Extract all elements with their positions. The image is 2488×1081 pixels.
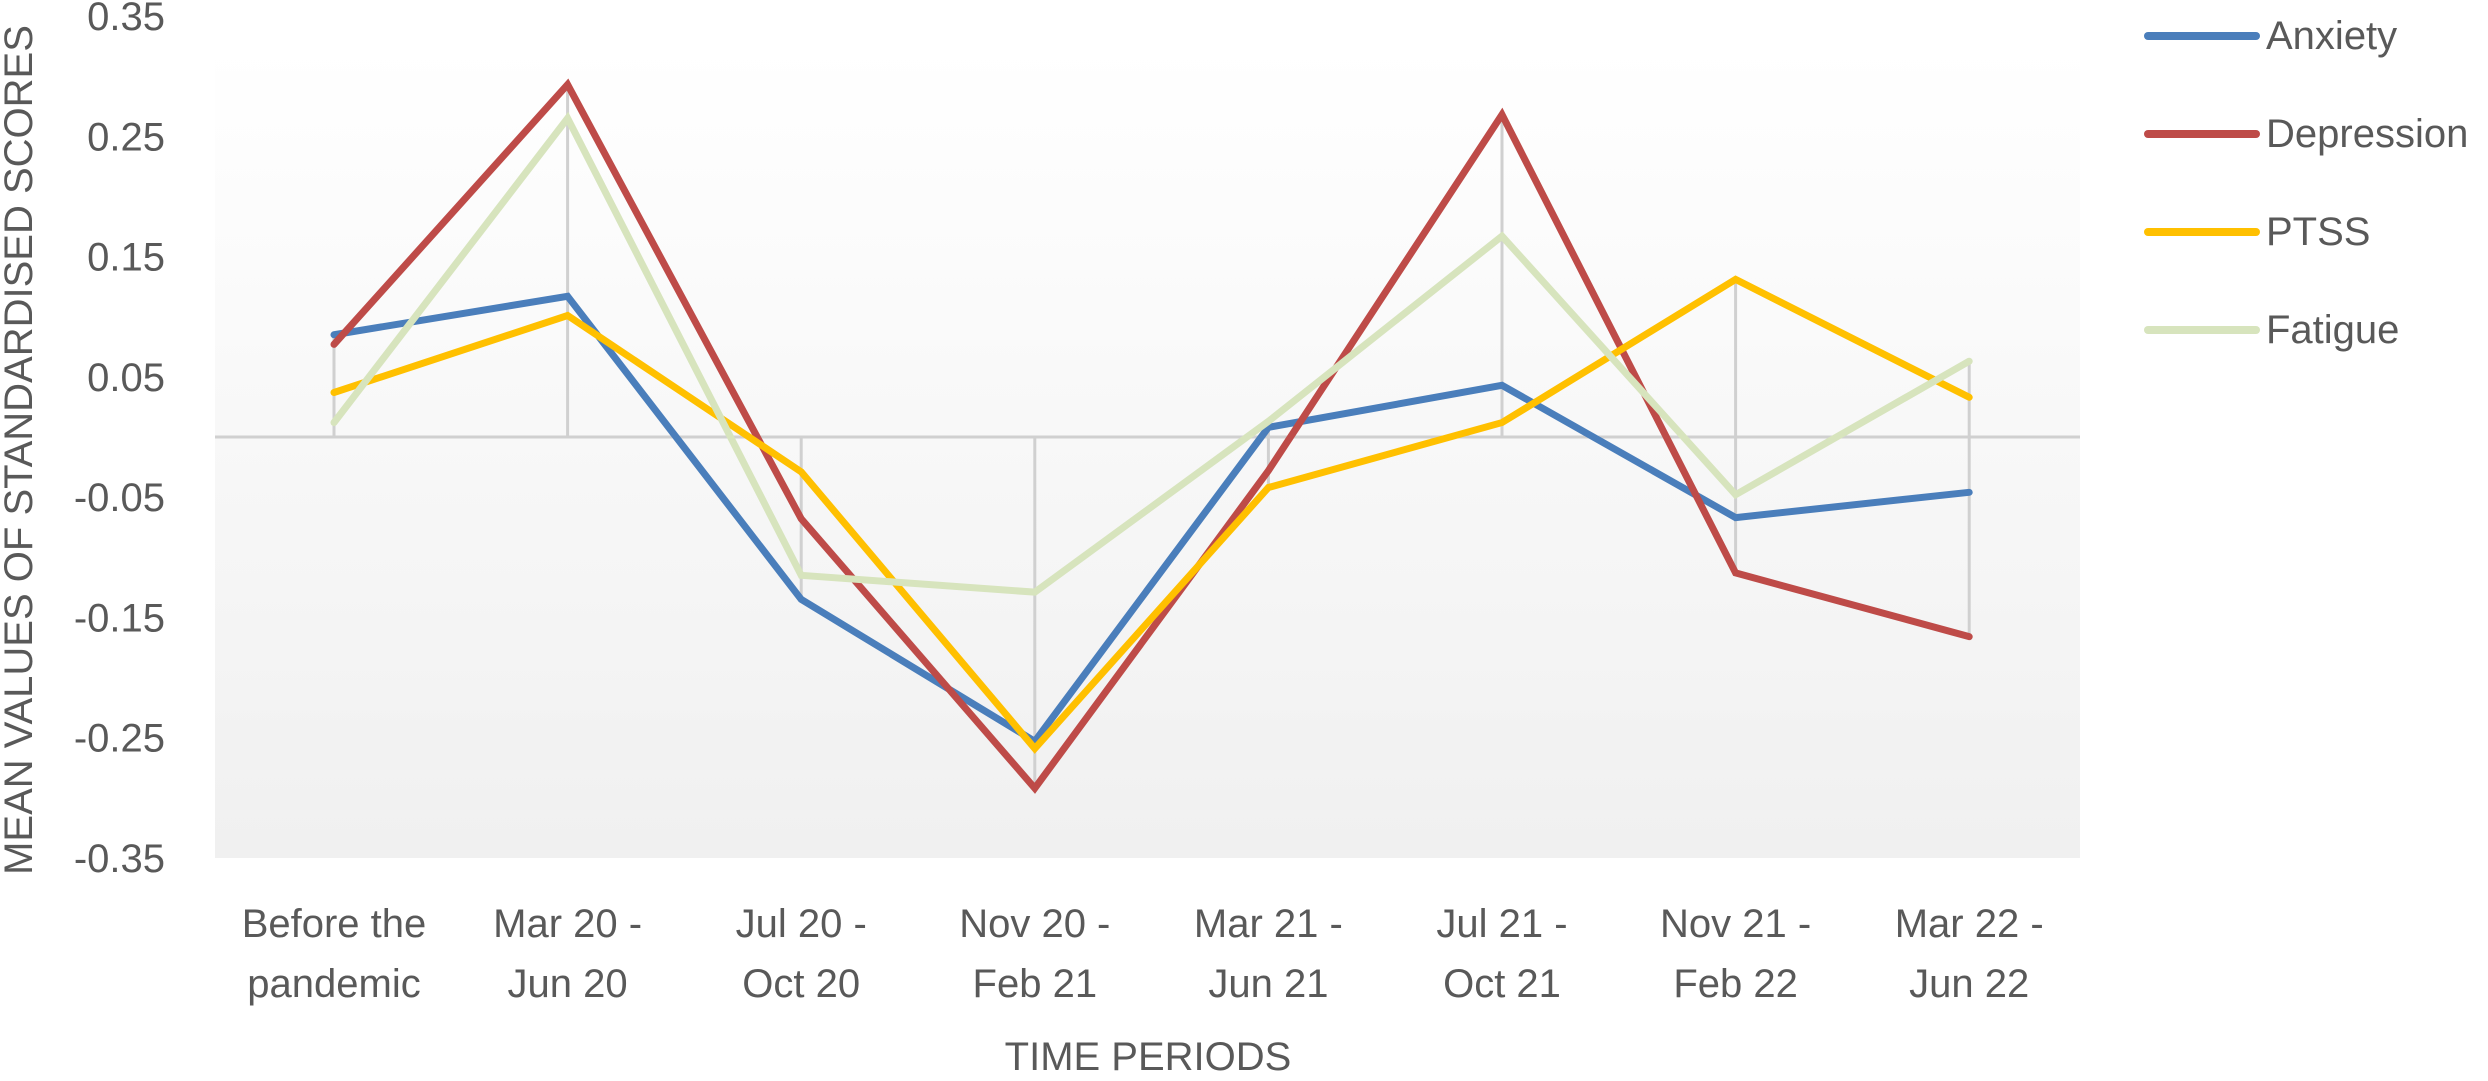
series-line-fatigue (330, 111, 1973, 596)
x-axis-ticks: Before the pandemic Mar 20 -Jun 20 Jul 20 -… (242, 902, 2044, 1006)
y-tick-label: -0.35 (74, 837, 165, 881)
x-tick-label: Nov 20 -Feb 21 (959, 902, 1110, 1006)
legend-label-anxiety: Anxiety (2266, 14, 2397, 58)
x-tick-label: Jul 20 -Oct 20 (736, 902, 867, 1006)
y-axis-title: MEAN VALUES OF STANDARDISED SCORES (0, 25, 41, 875)
y-axis-ticks: 0.35 0.25 0.15 0.05 -0.05 -0.15 -0.25 -0.35 (74, 0, 165, 881)
legend-label-fatigue: Fatigue (2266, 308, 2399, 352)
y-tick-label: 0.25 (87, 115, 165, 159)
legend: Anxiety Depression PTSS Fatigue (2144, 14, 2468, 352)
plot-area (215, 46, 2080, 858)
x-tick-label: Before the pandemic (242, 902, 427, 1006)
y-tick-label: -0.15 (74, 596, 165, 640)
x-tick-label: Mar 22 -Jun 22 (1895, 902, 2044, 1006)
legend-label-ptss: PTSS (2266, 210, 2370, 254)
x-tick-label: Nov 21 -Feb 22 (1660, 902, 1811, 1006)
y-tick-label: 0.15 (87, 236, 165, 280)
y-tick-label: 0.35 (87, 0, 165, 39)
x-tick-label: Jul 21 -Oct 21 (1436, 902, 1567, 1006)
series-line-ptss (330, 275, 1973, 754)
y-tick-label: 0.05 (87, 356, 165, 400)
y-tick-label: -0.25 (74, 717, 165, 761)
x-tick-label: Mar 21 -Jun 21 (1194, 902, 1343, 1006)
x-axis-title: TIME PERIODS (1005, 1035, 1292, 1076)
series-line-depression (330, 78, 1973, 794)
y-tick-label: -0.05 (74, 476, 165, 520)
series-lines (330, 78, 1973, 794)
legend-label-depression: Depression (2266, 112, 2468, 156)
x-tick-label: Mar 20 -Jun 20 (493, 902, 642, 1006)
